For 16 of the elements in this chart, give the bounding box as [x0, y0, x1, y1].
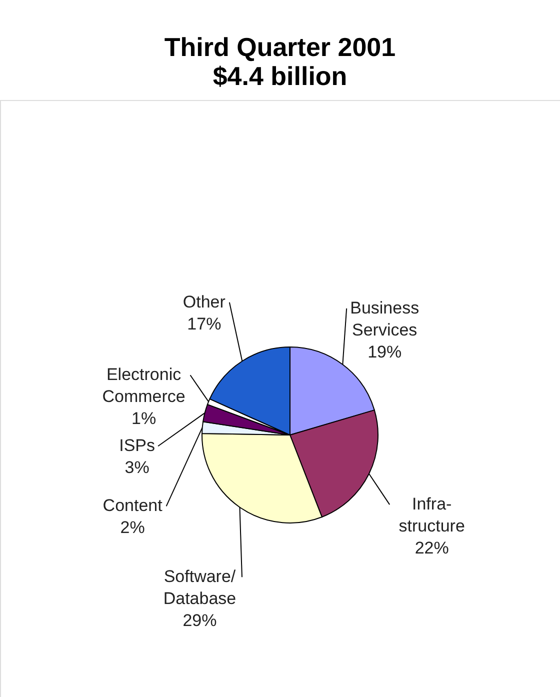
data-label: 29%	[182, 611, 217, 630]
slice-label: Business Services	[350, 298, 420, 340]
data-label: 2%	[120, 518, 145, 538]
data-label: 1%	[131, 409, 156, 428]
chart-title: Third Quarter 2001	[164, 32, 396, 62]
data-label: 19%	[368, 342, 402, 362]
data-label: 17%	[187, 314, 222, 334]
slice-label: Content	[102, 496, 163, 516]
slice-label: ISPs	[119, 436, 155, 456]
slice-label: Other	[182, 292, 226, 312]
data-label: 22%	[414, 538, 449, 558]
chart-subtitle: $4.4 billion	[212, 61, 348, 91]
slice-label: Electronic Commerce	[102, 365, 186, 406]
data-label: 3%	[124, 458, 150, 478]
slice-label: Infra-structure	[398, 494, 465, 536]
slice-label: Software/Database	[163, 567, 236, 608]
